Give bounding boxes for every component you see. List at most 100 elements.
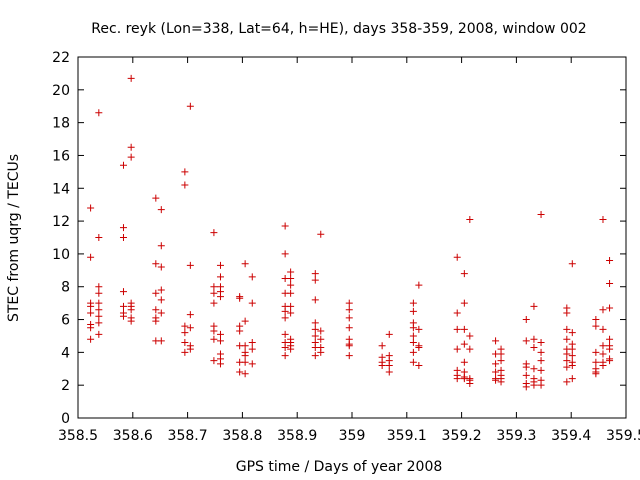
data-point [492, 337, 500, 345]
data-point [87, 335, 95, 343]
data-point [216, 293, 224, 301]
data-point [87, 309, 95, 317]
data-point [186, 311, 194, 319]
data-point [599, 350, 607, 358]
data-point [460, 358, 468, 366]
data-point [378, 361, 386, 369]
data-point [311, 325, 319, 333]
data-point [186, 102, 194, 110]
data-point [210, 357, 218, 365]
data-point [186, 261, 194, 269]
data-point [385, 330, 393, 338]
data-point [95, 109, 103, 117]
data-point [606, 304, 614, 312]
data-point [95, 283, 103, 291]
data-point [345, 324, 353, 332]
data-point [497, 350, 505, 358]
data-point [157, 242, 165, 250]
data-point [311, 332, 319, 340]
data-point [87, 253, 95, 261]
data-point [287, 281, 295, 289]
data-point [311, 270, 319, 278]
data-point [127, 306, 135, 314]
data-point [210, 229, 218, 237]
plot-frame [77, 56, 627, 419]
data-point [287, 268, 295, 276]
data-point [157, 337, 165, 345]
data-point [460, 299, 468, 307]
data-point [157, 263, 165, 271]
y-axis-label: STEC from uqrg / TECUs [6, 154, 22, 322]
data-point [119, 302, 127, 310]
data-point [537, 381, 545, 389]
data-point [592, 316, 600, 324]
data-point [119, 224, 127, 232]
data-point [87, 324, 95, 332]
y-tick-label: 2 [61, 378, 70, 394]
data-point [563, 309, 571, 317]
data-point [311, 319, 319, 327]
data-point [409, 299, 417, 307]
y-tick-label: 0 [61, 411, 70, 427]
data-point [522, 383, 530, 391]
data-point [492, 360, 500, 368]
data-point [530, 302, 538, 310]
data-point [568, 352, 576, 360]
data-point [210, 283, 218, 291]
data-point [453, 325, 461, 333]
data-point [181, 181, 189, 189]
data-point [497, 357, 505, 365]
data-point [317, 348, 325, 356]
data-point [210, 289, 218, 297]
data-point [152, 194, 160, 202]
data-point [409, 348, 417, 356]
x-tick-label: 359.1 [387, 428, 427, 444]
data-point [281, 314, 289, 322]
data-point [568, 375, 576, 383]
data-point [460, 325, 468, 333]
data-point [157, 206, 165, 214]
x-tick-label: 359.5 [606, 428, 640, 444]
data-point [592, 348, 600, 356]
data-point [281, 330, 289, 338]
data-point [210, 299, 218, 307]
x-tick-label: 358.7 [168, 428, 208, 444]
data-point [127, 317, 135, 325]
data-point [522, 316, 530, 324]
data-point [599, 342, 607, 350]
data-point [563, 378, 571, 386]
data-point [409, 358, 417, 366]
data-point [563, 325, 571, 333]
data-point [287, 275, 295, 283]
data-point [216, 360, 224, 368]
data-point [317, 335, 325, 343]
y-tick-label: 20 [52, 83, 70, 99]
x-axis-label: GPS time / Days of year 2008 [236, 459, 443, 475]
y-tick-label: 22 [52, 50, 70, 66]
data-point [241, 358, 249, 366]
data-point [127, 143, 135, 151]
data-point [522, 371, 530, 379]
data-point [95, 319, 103, 327]
data-point [152, 289, 160, 297]
y-tick-label: 4 [61, 345, 70, 361]
data-point [87, 302, 95, 310]
data-point [311, 296, 319, 304]
y-tick-label: 6 [61, 313, 70, 329]
data-point [537, 348, 545, 356]
data-point [537, 357, 545, 365]
data-point [522, 363, 530, 371]
data-point [157, 286, 165, 294]
data-point [345, 352, 353, 360]
data-point [127, 153, 135, 161]
data-point [492, 376, 500, 384]
data-point [248, 339, 256, 347]
data-point [152, 306, 160, 314]
data-point [592, 358, 600, 366]
data-point [415, 361, 423, 369]
data-point [606, 357, 614, 365]
data-point [415, 325, 423, 333]
data-point [599, 361, 607, 369]
data-point [281, 307, 289, 315]
